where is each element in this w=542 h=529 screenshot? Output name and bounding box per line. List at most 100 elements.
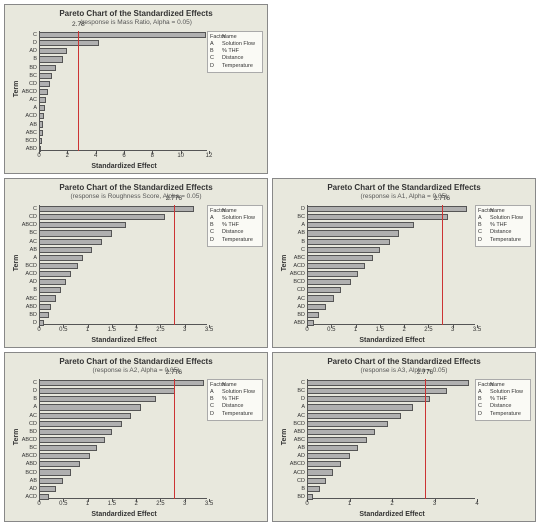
bar (307, 445, 358, 451)
legend-row: B% THF (210, 48, 260, 55)
bar (39, 469, 71, 475)
y-tick-label: ABC (294, 255, 305, 261)
y-tick-label: BCD (25, 263, 37, 269)
y-tick-label: ABCD (22, 453, 37, 459)
y-tick-label: ABC (26, 296, 37, 302)
bar (39, 453, 90, 459)
bar (39, 413, 131, 419)
legend-row: ASolution Flow (210, 389, 260, 396)
reference-line (78, 31, 79, 151)
bar (307, 437, 367, 443)
legend-head: Name (222, 208, 237, 215)
x-tick-label: 2.5 (424, 327, 432, 333)
y-tick-label: ABD (294, 429, 305, 435)
panel-subtitle: (response is A3, Alpha = 0.05) (273, 367, 535, 374)
legend-head: Name (222, 34, 237, 41)
legend-row: CDistance (210, 229, 260, 236)
bar (307, 214, 448, 220)
bar (39, 214, 165, 220)
bar (39, 437, 105, 443)
y-tick-label: ABD (26, 146, 37, 152)
bar (39, 97, 46, 103)
x-axis-title: Standardized Effect (359, 337, 424, 344)
x-tick-label: 3.5 (473, 327, 481, 333)
bar (39, 138, 42, 144)
bar (39, 429, 112, 435)
chart-panel: Pareto Chart of the Standardized Effects… (4, 178, 268, 348)
bar (307, 239, 390, 245)
x-tick-label: 0 (37, 327, 40, 333)
x-tick-label: 2 (402, 327, 405, 333)
x-axis-title: Standardized Effect (359, 511, 424, 518)
panel-title: Pareto Chart of the Standardized Effects (273, 357, 535, 366)
x-tick-label: 3.5 (205, 327, 213, 333)
y-tick-label: B (301, 486, 305, 492)
y-tick-label: BD (29, 429, 37, 435)
legend-head: Factor (210, 382, 222, 389)
x-tick-label: 2.5 (156, 501, 164, 507)
y-axis-title: Term (13, 255, 20, 272)
y-tick-label: C (301, 380, 305, 386)
bar (39, 239, 102, 245)
y-tick-label: BC (297, 214, 305, 220)
y-tick-label: ABD (294, 320, 305, 326)
bar (307, 271, 358, 277)
y-tick-label: ABCD (290, 461, 305, 467)
bar (39, 380, 204, 386)
bar (39, 255, 83, 261)
panel-title: Pareto Chart of the Standardized Effects (5, 9, 267, 18)
y-tick-label: A (33, 105, 37, 111)
bar (39, 113, 44, 119)
y-tick-label: A (301, 404, 305, 410)
bar (39, 263, 78, 269)
legend-row: DTemperature (478, 411, 528, 418)
reference-label: 2.78 (72, 21, 85, 28)
bar (39, 105, 45, 111)
y-tick-label: D (301, 206, 305, 212)
y-tick-label: AD (29, 486, 37, 492)
y-tick-label: BD (297, 312, 305, 318)
legend-row: B% THF (210, 396, 260, 403)
y-tick-label: CD (297, 478, 305, 484)
y-tick-label: ACD (25, 494, 37, 500)
y-tick-label: CD (29, 214, 37, 220)
y-tick-label: CD (29, 81, 37, 87)
y-tick-label: ABCD (290, 271, 305, 277)
y-tick-label: AD (29, 48, 37, 54)
x-tick-label: 12 (206, 153, 213, 159)
legend-row: CDistance (478, 403, 528, 410)
y-tick-label: AD (29, 279, 37, 285)
bar (39, 222, 126, 228)
bar (307, 380, 469, 386)
x-tick-label: 3 (451, 327, 454, 333)
x-tick-label: 1 (86, 327, 89, 333)
y-tick-label: BD (29, 312, 37, 318)
bar (39, 279, 66, 285)
y-tick-label: ABCD (22, 89, 37, 95)
y-tick-label: CD (29, 421, 37, 427)
y-tick-label: BC (29, 445, 37, 451)
y-tick-label: ABD (26, 461, 37, 467)
legend-row: ASolution Flow (478, 389, 528, 396)
x-tick-label: 0.5 (327, 327, 335, 333)
bar (39, 404, 141, 410)
y-tick-label: ACD (25, 271, 37, 277)
bar (39, 304, 51, 310)
chart-panel: Pareto Chart of the Standardized Effects… (4, 352, 268, 522)
bar (39, 478, 63, 484)
x-tick-label: 2.5 (156, 327, 164, 333)
y-tick-label: ABCD (22, 437, 37, 443)
bar (307, 469, 333, 475)
legend-head: Name (490, 382, 505, 389)
y-tick-label: BC (297, 388, 305, 394)
bar (39, 121, 43, 127)
bar (307, 222, 414, 228)
bar (307, 304, 326, 310)
bar (39, 312, 49, 318)
y-tick-label: D (33, 388, 37, 394)
bar (307, 486, 320, 492)
x-axis-title: Standardized Effect (91, 337, 156, 344)
bar (307, 478, 326, 484)
y-tick-label: A (33, 255, 37, 261)
y-tick-label: ABC (26, 130, 37, 136)
